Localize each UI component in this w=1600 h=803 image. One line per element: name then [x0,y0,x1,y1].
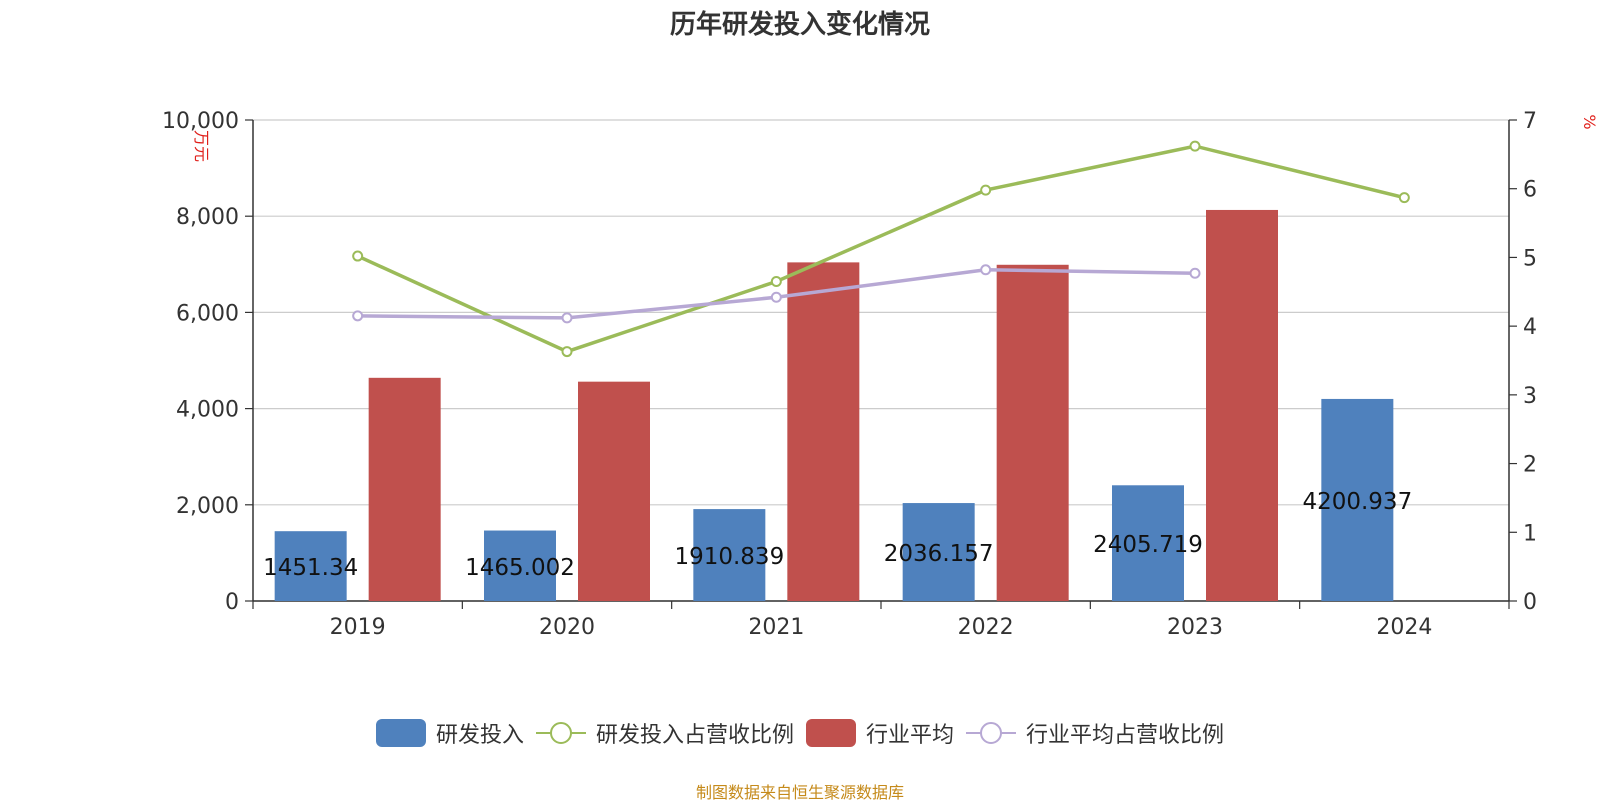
y-right-tick-label: 7 [1523,109,1537,134]
bar-industry-average [1206,209,1278,601]
point-rd-ratio [561,346,573,358]
bar-rd-investment [1112,485,1184,601]
y-right-tick-label: 4 [1523,315,1537,340]
point-rd-ratio [352,250,364,262]
data-label: 4200.937 [1302,489,1412,515]
legend-swatch-industry-ratio [966,722,1017,744]
point-industry-ratio [352,310,364,322]
legend: 研发投入 研发投入占营收比例 行业平均 行业平均占营收比例 [0,717,1600,749]
x-tick-label: 2023 [1167,615,1223,640]
legend-item-rd-investment[interactable]: 研发投入 [375,717,524,749]
legend-item-rd-ratio[interactable]: 研发投入占营收比例 [535,717,794,749]
point-rd-ratio [770,275,782,287]
data-label: 2405.719 [1093,532,1203,558]
bar-rd-investment [1321,398,1394,601]
source-note: 制图数据来自恒生聚源数据库 [695,783,904,802]
legend-label-industry-average: 行业平均 [866,723,955,748]
point-industry-ratio [1189,267,1201,279]
y-left-tick-label: 4,000 [176,398,239,423]
legend-item-industry-ratio[interactable]: 行业平均占营收比例 [966,717,1224,749]
line-rd-ratio [356,144,1405,354]
data-label: 2036.157 [884,541,994,567]
y-right-tick-label: 6 [1523,178,1537,203]
y-left-tick-label: 6,000 [176,301,239,326]
y-right-unit: % [1580,114,1599,129]
legend-swatch-rd-ratio [535,722,586,744]
y-right-tick-label: 5 [1523,246,1537,271]
bar-industry-average [368,377,441,601]
bar-rd-investment [693,509,766,601]
point-industry-ratio [770,291,782,303]
x-tick-label: 2022 [958,615,1014,640]
chart-title: 历年研发投入变化情况 [669,10,930,40]
y-right-tick-label: 2 [1523,453,1537,478]
y-right-tick-label: 0 [1523,590,1537,615]
bar-rd-investment [274,531,347,601]
legend-label-industry-ratio: 行业平均占营收比例 [1026,723,1225,748]
legend-swatch-industry-average [806,719,856,747]
y-right-tick-label: 3 [1523,384,1537,409]
legend-label-rd-ratio: 研发投入占营收比例 [595,723,794,748]
x-tick-label: 2020 [539,615,595,640]
y-left-tick-label: 8,000 [176,205,239,230]
bar-rd-investment [902,503,975,601]
legend-item-industry-average[interactable]: 行业平均 [806,717,954,749]
legend-label-rd-investment: 研发投入 [435,723,524,748]
point-rd-ratio [1398,192,1410,204]
y-right-tick-label: 1 [1523,521,1537,546]
point-rd-ratio [980,184,992,196]
point-industry-ratio [980,264,992,276]
x-tick-label: 2019 [330,615,386,640]
point-industry-ratio [561,312,573,324]
bar-industry-average [996,264,1069,601]
bar-industry-average [787,262,860,601]
x-tick-label: 2021 [748,615,804,640]
y-left-tick-label: 2,000 [176,494,239,519]
x-tick-label: 2024 [1376,615,1432,640]
y-left-tick-label: 0 [225,590,239,615]
y-left-tick-label: 10,000 [162,109,239,134]
y-left-unit: 万元 [192,130,211,162]
data-label: 1910.839 [674,544,784,570]
point-rd-ratio [1189,140,1201,152]
legend-swatch-rd-investment [375,719,426,747]
bar-rd-investment [484,530,556,601]
data-label: 1465.002 [465,555,575,581]
data-label: 1451.34 [263,555,358,581]
bar-industry-average [578,381,650,601]
